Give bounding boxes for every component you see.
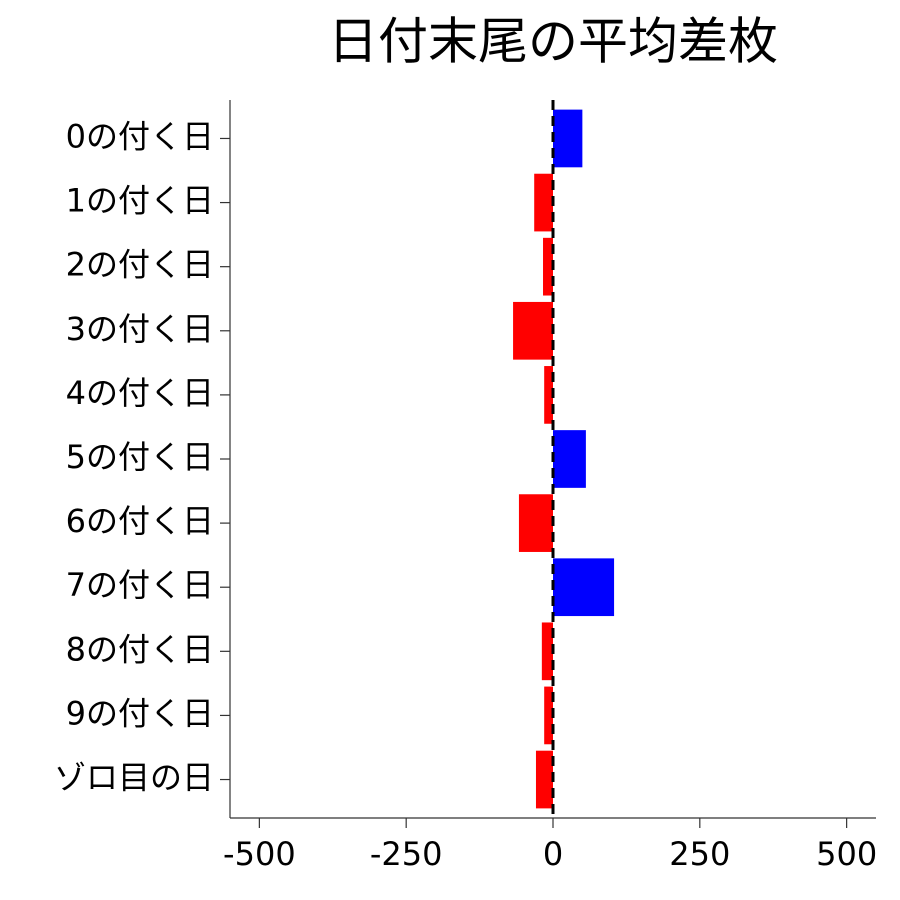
chart-title: 日付末尾の平均差枚 [328, 13, 778, 71]
x-tick-label: -500 [223, 835, 296, 873]
y-tick-label: 7の付く日 [66, 566, 214, 604]
bar [553, 430, 586, 488]
x-tick-label: 0 [543, 835, 563, 873]
bar [544, 686, 553, 745]
x-tick-label: 250 [669, 835, 730, 873]
y-tick-label: 3の付く日 [66, 310, 214, 348]
y-tick-label: 6の付く日 [66, 502, 214, 540]
bar [544, 366, 553, 424]
bar [518, 494, 553, 552]
bar [513, 301, 553, 360]
y-tick-label: 5の付く日 [66, 438, 214, 476]
y-tick-label: 1の付く日 [66, 182, 214, 220]
bar [534, 173, 553, 232]
y-tick-label: 0の付く日 [66, 117, 214, 155]
bar [541, 622, 553, 681]
y-tick-label: 4の付く日 [66, 374, 214, 412]
y-tick-label: 8の付く日 [66, 630, 214, 668]
bar [535, 750, 553, 809]
bar [553, 558, 615, 617]
x-tick-label: 500 [816, 835, 877, 873]
y-tick-label: 9の付く日 [66, 694, 214, 732]
x-tick-label: -250 [370, 835, 443, 873]
bar [553, 109, 583, 168]
bar [543, 237, 553, 296]
y-tick-label: ゾロ目の日 [54, 759, 214, 797]
y-tick-label: 2の付く日 [66, 246, 214, 284]
